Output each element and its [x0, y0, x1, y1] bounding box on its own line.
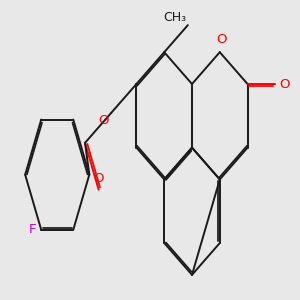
Text: O: O — [93, 172, 104, 185]
Text: F: F — [29, 223, 37, 236]
Text: O: O — [216, 33, 226, 46]
Text: O: O — [279, 77, 290, 91]
Text: CH₃: CH₃ — [163, 11, 186, 24]
Text: O: O — [98, 114, 109, 127]
